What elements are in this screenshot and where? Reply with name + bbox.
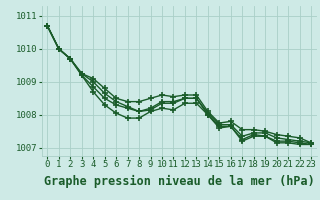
X-axis label: Graphe pression niveau de la mer (hPa): Graphe pression niveau de la mer (hPa) — [44, 175, 315, 188]
